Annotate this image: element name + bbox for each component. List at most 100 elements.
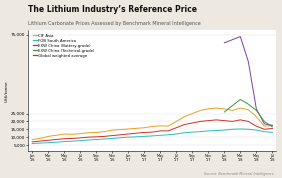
FOB South America (47, 142, 50, 144)
FOB South America (183, 132, 186, 134)
Line: Global weighted average: Global weighted average (32, 120, 272, 142)
Global weighted average (215, 119, 218, 121)
EXW China (Technical-grade) (239, 98, 242, 101)
Global weighted average (135, 132, 138, 134)
Global weighted average (118, 134, 122, 136)
FOB South America (30, 142, 34, 145)
Line: EXW China (Battery-grade): EXW China (Battery-grade) (224, 36, 272, 125)
EXW China (Technical-grade) (247, 103, 250, 105)
EXW China (Battery-grade) (255, 108, 258, 110)
Global weighted average (30, 141, 34, 143)
CIF Asia (54, 134, 58, 136)
EXW China (Battery-grade) (239, 35, 242, 38)
Global weighted average (87, 136, 90, 138)
Global weighted average (158, 130, 162, 132)
FOB South America (222, 129, 226, 131)
EXW China (Technical-grade) (255, 109, 258, 111)
Global weighted average (127, 133, 130, 135)
CIF Asia (271, 124, 274, 126)
FOB South America (215, 129, 218, 132)
CIF Asia (87, 132, 90, 134)
FOB South America (135, 136, 138, 138)
CIF Asia (167, 125, 170, 127)
CIF Asia (63, 133, 66, 135)
Line: EXW China (Technical-grade): EXW China (Technical-grade) (224, 100, 272, 127)
FOB South America (151, 135, 154, 137)
Global weighted average (263, 128, 266, 130)
FOB South America (94, 138, 98, 141)
FOB South America (87, 139, 90, 141)
CIF Asia (255, 116, 258, 118)
CIF Asia (231, 109, 234, 111)
Global weighted average (143, 131, 146, 134)
CIF Asia (222, 108, 226, 110)
Global weighted average (199, 120, 202, 122)
EXW China (Technical-grade) (263, 120, 266, 122)
CIF Asia (263, 125, 266, 127)
FOB South America (167, 134, 170, 136)
Global weighted average (207, 120, 210, 122)
FOB South America (143, 135, 146, 137)
FOB South America (175, 133, 178, 135)
FOB South America (127, 136, 130, 138)
FOB South America (191, 131, 194, 133)
CIF Asia (70, 133, 74, 135)
EXW China (Battery-grade) (222, 42, 226, 44)
Global weighted average (151, 131, 154, 133)
FOB South America (79, 140, 82, 142)
CIF Asia (183, 116, 186, 118)
FOB South America (39, 142, 42, 144)
FOB South America (158, 134, 162, 136)
Global weighted average (183, 124, 186, 126)
FOB South America (255, 129, 258, 131)
EXW China (Battery-grade) (263, 123, 266, 125)
FOB South America (271, 131, 274, 134)
Global weighted average (54, 138, 58, 141)
FOB South America (231, 128, 234, 130)
Text: The Lithium Industry’s Reference Price: The Lithium Industry’s Reference Price (28, 5, 197, 14)
Global weighted average (271, 127, 274, 130)
Global weighted average (231, 120, 234, 122)
CIF Asia (175, 120, 178, 122)
CIF Asia (94, 131, 98, 134)
Text: Lithium Carbonate Prices Assessed by Benchmark Mineral Intelligence: Lithium Carbonate Prices Assessed by Ben… (28, 21, 201, 26)
CIF Asia (118, 129, 122, 131)
CIF Asia (111, 129, 114, 131)
Line: FOB South America: FOB South America (32, 129, 272, 143)
CIF Asia (143, 127, 146, 129)
Global weighted average (70, 137, 74, 140)
EXW China (Battery-grade) (247, 61, 250, 63)
Global weighted average (47, 139, 50, 141)
CIF Asia (79, 133, 82, 135)
Global weighted average (63, 138, 66, 140)
CIF Asia (135, 127, 138, 129)
Global weighted average (191, 122, 194, 124)
FOB South America (63, 140, 66, 143)
Y-axis label: US$/tonne: US$/tonne (5, 80, 8, 101)
FOB South America (111, 137, 114, 140)
Global weighted average (239, 119, 242, 121)
CIF Asia (207, 108, 210, 110)
FOB South America (199, 131, 202, 133)
FOB South America (247, 128, 250, 130)
EXW China (Technical-grade) (231, 105, 234, 107)
Global weighted average (247, 120, 250, 122)
FOB South America (207, 130, 210, 132)
Global weighted average (39, 140, 42, 142)
Global weighted average (255, 125, 258, 127)
Line: CIF Asia: CIF Asia (32, 108, 272, 140)
CIF Asia (127, 128, 130, 130)
CIF Asia (47, 135, 50, 137)
EXW China (Battery-grade) (231, 39, 234, 41)
FOB South America (263, 131, 266, 133)
CIF Asia (151, 125, 154, 127)
FOB South America (103, 138, 106, 140)
Global weighted average (222, 120, 226, 122)
CIF Asia (199, 109, 202, 111)
CIF Asia (30, 138, 34, 141)
Global weighted average (167, 130, 170, 132)
Text: Source: Benchmark Mineral Intelligence: Source: Benchmark Mineral Intelligence (204, 172, 274, 176)
Global weighted average (111, 135, 114, 137)
CIF Asia (39, 137, 42, 140)
CIF Asia (158, 125, 162, 127)
